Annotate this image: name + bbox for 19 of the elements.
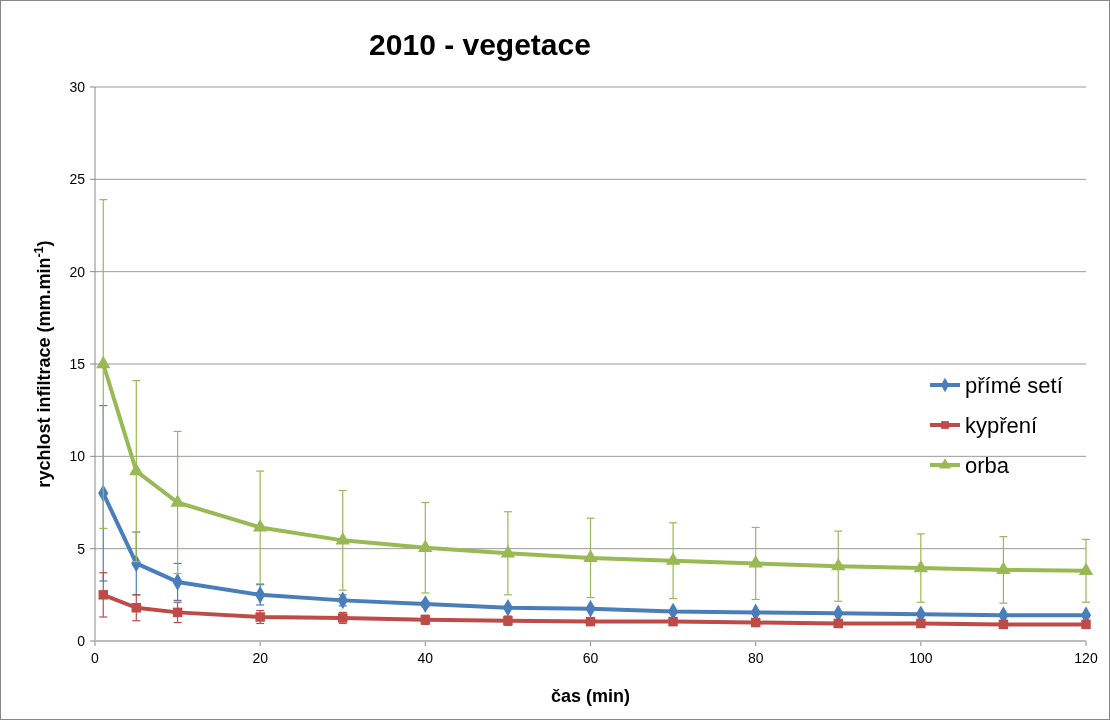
legend-label: přímé setí — [965, 373, 1063, 398]
x-tick-label: 40 — [417, 650, 434, 666]
x-axis-title: čas (min) — [550, 686, 631, 706]
y-tick-label: 10 — [69, 448, 86, 465]
y-tick-label: 30 — [69, 79, 86, 95]
x-tick-label: 100 — [909, 650, 933, 666]
x-tick-label: 0 — [91, 650, 100, 666]
chart-title: 2010 - vegetace — [369, 28, 591, 61]
legend-label: kypření — [965, 413, 1038, 438]
x-tick-label: 20 — [252, 650, 269, 666]
x-tick-label: 120 — [1074, 650, 1098, 666]
y-tick-label: 25 — [69, 171, 86, 188]
y-tick-label: 0 — [77, 633, 86, 649]
x-tick-label: 80 — [747, 650, 764, 666]
y-tick-label: 15 — [69, 356, 86, 372]
y-tick-label: 5 — [77, 540, 86, 557]
y-tick-label: 20 — [69, 263, 86, 280]
x-tick-label: 60 — [582, 650, 599, 666]
legend-label: orba — [965, 453, 1010, 478]
